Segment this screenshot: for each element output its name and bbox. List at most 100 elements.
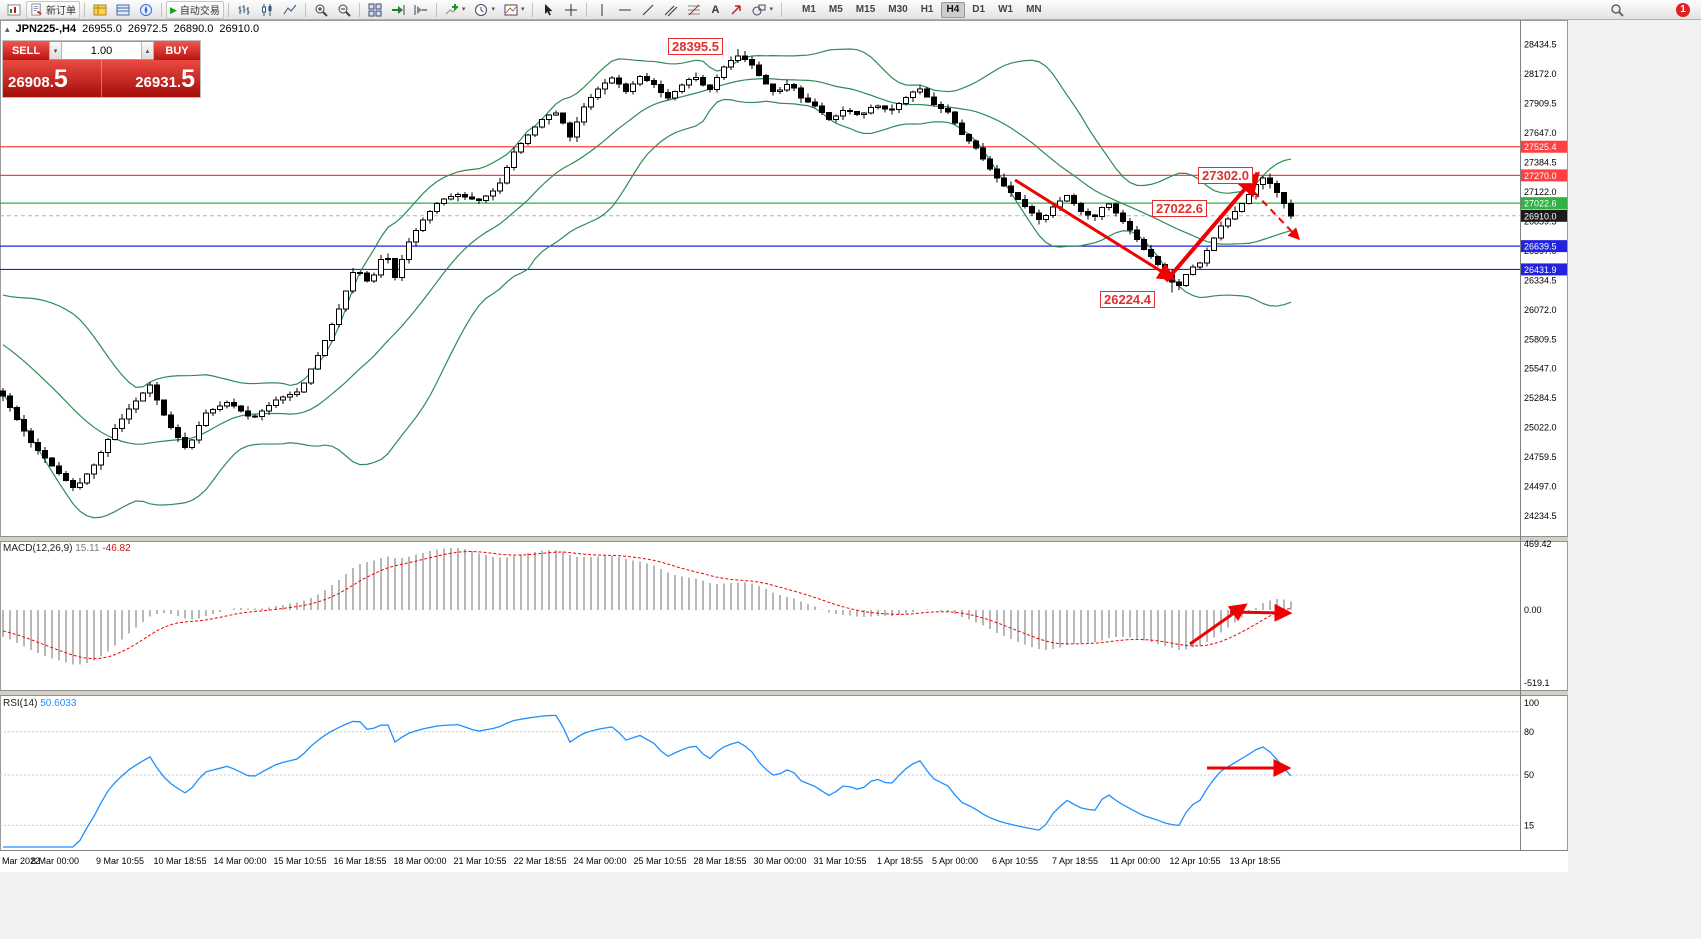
dropdown-caret-icon: ▾	[769, 5, 773, 13]
volume-input[interactable]: 1.00	[90, 44, 113, 57]
time-label: 13 Apr 18:55	[1229, 856, 1281, 866]
shapes-icon	[752, 4, 766, 15]
bar-chart-button[interactable]	[233, 1, 255, 19]
svg-text:24497.0: 24497.0	[1524, 482, 1557, 492]
trendline-icon	[643, 4, 654, 15]
buy-button[interactable]: BUY	[154, 41, 200, 60]
auto-scroll-button[interactable]	[387, 1, 409, 19]
text-tool[interactable]: A	[706, 1, 724, 19]
sell-button[interactable]: SELL	[3, 41, 49, 60]
timeframe-D1[interactable]: D1	[972, 3, 986, 15]
search-button[interactable]	[1606, 1, 1628, 19]
horizontal-line-tool[interactable]	[614, 1, 636, 19]
svg-text:26431.9: 26431.9	[1524, 265, 1557, 275]
zoom-in-button[interactable]	[310, 1, 332, 19]
channel-icon	[665, 5, 678, 16]
new-chart-button[interactable]	[3, 1, 25, 19]
panel-separators[interactable]	[0, 536, 1568, 696]
time-label: 6 Apr 10:55	[991, 856, 1039, 866]
new-order-label: 新订单	[46, 6, 76, 17]
time-label: 22 Mar 18:55	[513, 856, 567, 866]
time-label: 24 Mar 00:00	[573, 856, 627, 866]
price-level-lines[interactable]	[0, 146, 1520, 271]
time-label: 15 Mar 10:55	[273, 856, 327, 866]
buy-price: 26931.	[135, 73, 182, 91]
svg-text:469.42: 469.42	[1524, 539, 1552, 549]
svg-text:26639.5: 26639.5	[1524, 242, 1557, 252]
timeframe-H4[interactable]: H4	[940, 1, 966, 18]
volume-decrease-button[interactable]: ▾	[49, 42, 62, 59]
ohlc-open: 26955.0	[82, 23, 122, 35]
shapes-tool[interactable]: ▾	[748, 1, 777, 19]
time-label: 16 Mar 18:55	[333, 856, 387, 866]
bollinger-bands	[2, 48, 1292, 519]
crosshair-button[interactable]	[560, 1, 582, 19]
arrow-mark-icon	[731, 4, 742, 15]
cursor-button[interactable]	[537, 1, 559, 19]
timeframe-M1[interactable]: M1	[801, 3, 816, 15]
new-order-button[interactable]: 新订单	[26, 0, 80, 19]
trendline-tool[interactable]	[637, 1, 659, 19]
clock-icon	[475, 3, 488, 16]
timeframe-W1[interactable]: W1	[998, 3, 1014, 15]
autotrading-button[interactable]: ▶ 自动交易	[166, 0, 224, 19]
trend-arrows[interactable]	[1014, 171, 1301, 777]
indicators-icon	[445, 3, 459, 14]
dropdown-caret-icon: ▾	[491, 5, 495, 13]
periods-button[interactable]: ▾	[470, 1, 499, 19]
templates-button[interactable]: ▾	[500, 1, 529, 19]
line-chart-button[interactable]	[279, 1, 301, 19]
one-click-trading-panel: SELL ▾ 1.00 ▴ BUY 26908. 5 26931. 5	[3, 41, 200, 97]
svg-text:27647.0: 27647.0	[1524, 128, 1557, 138]
rsi-line	[3, 714, 1292, 848]
time-axis[interactable]: Mar 2022 8 Mar 00:00 9 Mar 10:55 10 Mar 18…	[0, 850, 1568, 872]
channel-tool[interactable]	[660, 1, 682, 19]
autotrading-play-icon: ▶	[170, 4, 177, 15]
macd-signal-value: -46.82	[102, 543, 131, 554]
navigator-icon	[140, 3, 152, 16]
arrow-mark-tool[interactable]	[725, 1, 747, 19]
svg-text:27525.4: 27525.4	[1524, 142, 1557, 152]
fibonacci-tool[interactable]	[683, 1, 705, 19]
tile-windows-button[interactable]	[364, 1, 386, 19]
navigator-button[interactable]	[135, 1, 157, 19]
volume-increase-button[interactable]: ▴	[141, 42, 154, 59]
svg-text:27022.6: 27022.6	[1524, 199, 1557, 209]
vertical-line-tool[interactable]	[591, 1, 613, 19]
time-label: 10 Mar 18:55	[153, 856, 207, 866]
svg-text:24759.5: 24759.5	[1524, 452, 1557, 462]
timeframe-MN[interactable]: MN	[1026, 3, 1042, 15]
macd-value: 15.11	[75, 543, 100, 554]
price-axis[interactable]: 28434.5 28172.0 27909.5 27647.0 27384.5 27122…	[1520, 20, 1568, 850]
notification-badge[interactable]: 1	[1676, 2, 1690, 17]
data-window-button[interactable]	[112, 1, 134, 19]
time-label: 11 Apr 00:00	[1109, 856, 1161, 866]
macd-name: MACD(12,26,9)	[3, 543, 73, 554]
buy-price-button[interactable]: 26931. 5	[101, 60, 200, 97]
order-doc-icon	[31, 3, 42, 16]
zoom-out-button[interactable]	[333, 1, 355, 19]
svg-text:25809.5: 25809.5	[1524, 334, 1557, 344]
timeframe-H1[interactable]: H1	[920, 3, 934, 15]
svg-text:27909.5: 27909.5	[1524, 99, 1557, 109]
timeframe-toolbar: M1 M5 M15 M30 H1 H4 D1 W1 MN	[796, 1, 1048, 18]
time-label: 18 Mar 00:00	[393, 856, 447, 866]
svg-text:27384.5: 27384.5	[1524, 158, 1557, 168]
timeframe-M5[interactable]: M5	[828, 3, 843, 15]
chart-shift-button[interactable]	[410, 1, 432, 19]
indicator-panels	[0, 547, 1520, 848]
toolbar-separator	[304, 2, 306, 17]
candlestick-button[interactable]	[256, 1, 278, 19]
sell-price-button[interactable]: 26908. 5	[8, 64, 68, 93]
timeframe-M30[interactable]: M30	[888, 3, 908, 15]
ohlc-high: 26972.5	[127, 23, 168, 35]
indicators-button[interactable]: ▾	[441, 1, 470, 19]
market-watch-button[interactable]	[89, 1, 111, 19]
timeframe-M15[interactable]: M15	[855, 3, 876, 15]
volume-box: ▾ 1.00 ▴	[49, 41, 154, 60]
toolbar-separator	[227, 2, 229, 17]
toolbar-separator	[532, 2, 534, 17]
svg-text:100: 100	[1524, 698, 1539, 708]
time-label: 12 Apr 10:55	[1169, 856, 1221, 866]
